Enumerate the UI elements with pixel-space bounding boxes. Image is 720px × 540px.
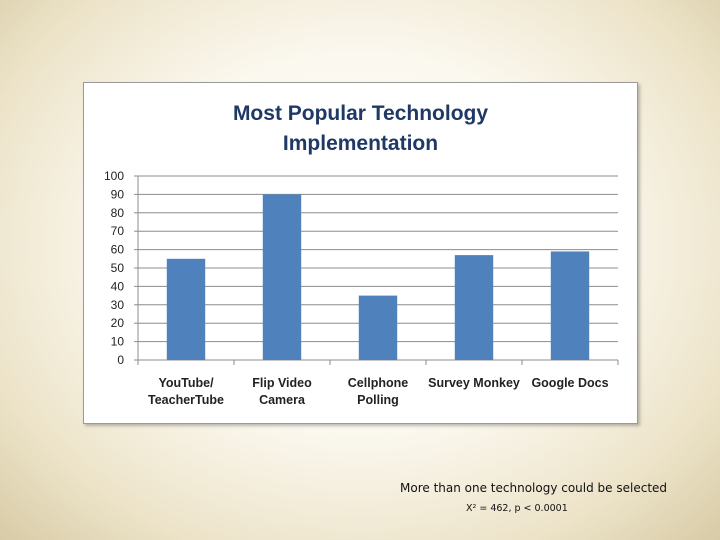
bar-chart: 0 10 20 30 40 50 60 70 80 90 100 YouTube/TeacherTu…: [104, 169, 619, 407]
y-tick-label: 100: [104, 169, 124, 183]
x-tick-label: YouTube/TeacherTube: [148, 376, 224, 407]
x-tick-label: Cellphone Polling: [348, 376, 408, 407]
bar: [166, 258, 206, 360]
y-tick-label: 60: [111, 243, 125, 257]
y-tick-label: 50: [111, 261, 125, 275]
bar: [358, 295, 398, 360]
bar: [454, 255, 494, 360]
y-axis-ticks: 0 10 20 30 40 50 60 70 80 90 100: [104, 169, 124, 367]
y-tick-label: 0: [117, 353, 124, 367]
chi-square-statistic: X² = 462, p < 0.0001: [466, 503, 568, 514]
y-tick-label: 10: [111, 335, 125, 349]
bars: [166, 194, 590, 360]
y-tick-label: 80: [111, 206, 125, 220]
x-axis-ticks: YouTube/TeacherTube Flip Video Camera Cellp…: [148, 376, 609, 407]
x-tick-label: Flip Video Camera: [252, 376, 312, 407]
chart-frame: Most Popular Technology Implementation 0…: [83, 82, 638, 424]
bar: [262, 194, 302, 360]
selection-note: More than one technology could be select…: [400, 481, 668, 495]
y-tick-label: 30: [111, 298, 125, 312]
bar: [550, 251, 590, 360]
y-tick-label: 90: [111, 187, 125, 201]
y-tick-label: 40: [111, 279, 125, 293]
chart-title: Most Popular Technology Implementation: [232, 102, 489, 155]
x-tick-label: Google Docs: [531, 376, 608, 390]
x-tick-label: Survey Monkey: [428, 376, 520, 390]
y-tick-label: 20: [111, 316, 125, 330]
y-tick-label: 70: [111, 224, 125, 238]
